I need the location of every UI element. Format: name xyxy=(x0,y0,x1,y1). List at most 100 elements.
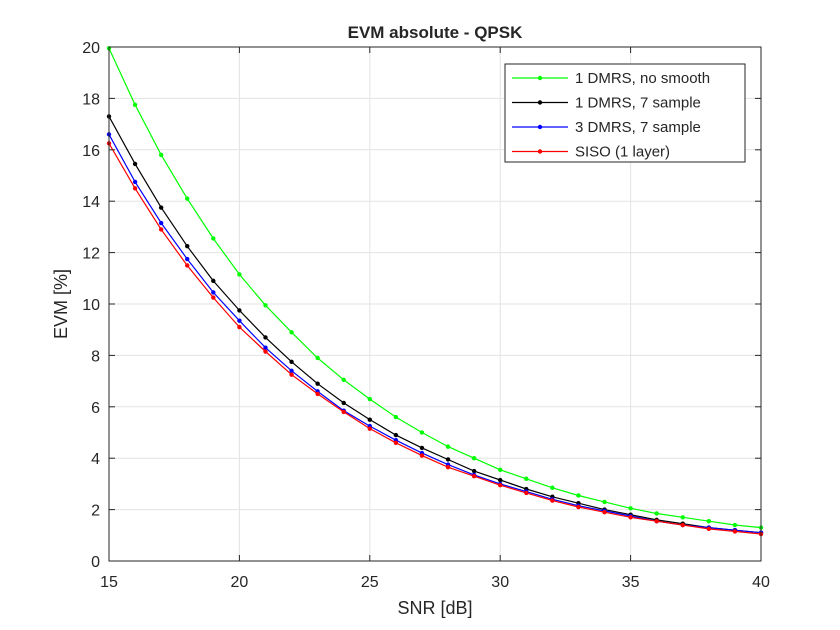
data-point xyxy=(237,318,242,323)
data-point xyxy=(498,477,503,483)
legend-marker xyxy=(537,100,543,105)
data-point xyxy=(654,518,659,524)
series-group xyxy=(106,141,764,537)
data-point xyxy=(471,456,477,461)
x-tick-label: 40 xyxy=(752,574,770,591)
data-point xyxy=(185,263,190,268)
data-point xyxy=(289,368,294,374)
data-point xyxy=(211,295,216,300)
series-line xyxy=(108,143,762,535)
data-point xyxy=(706,518,712,524)
data-point xyxy=(237,308,242,313)
y-tick-label: 6 xyxy=(91,400,100,417)
data-point xyxy=(158,220,164,226)
data-point xyxy=(498,467,503,472)
legend-entry: 3 DMRS, 7 sample xyxy=(512,119,701,136)
data-point xyxy=(680,515,685,520)
data-point xyxy=(185,243,190,249)
data-point xyxy=(315,381,320,386)
data-point xyxy=(550,485,555,490)
legend-marker xyxy=(537,149,543,154)
data-point xyxy=(602,499,607,505)
data-point xyxy=(524,476,529,481)
data-point xyxy=(263,335,268,340)
data-point xyxy=(393,414,399,420)
series-line xyxy=(108,116,762,534)
data-point xyxy=(732,522,738,528)
y-tick-label: 20 xyxy=(82,40,100,57)
y-tick-label: 16 xyxy=(82,143,100,160)
data-point xyxy=(132,186,138,191)
legend-entry: 1 DMRS, no smooth xyxy=(512,70,710,87)
data-point xyxy=(185,196,190,201)
data-point xyxy=(367,396,372,402)
legend-entry: 1 DMRS, 7 sample xyxy=(512,95,701,112)
data-point xyxy=(445,464,451,470)
series-line xyxy=(108,48,762,529)
y-tick-label: 12 xyxy=(82,246,100,263)
legend-marker xyxy=(537,75,543,81)
legend: 1 DMRS, no smooth 1 DMRS, 7 sample 3 DMRS,… xyxy=(504,63,746,163)
legend-label: 1 DMRS, no smooth xyxy=(575,70,710,87)
legend-entry: SISO (1 layer) xyxy=(512,144,670,161)
x-tick-labels: 15 20 25 30 35 40 xyxy=(100,574,770,591)
data-point xyxy=(158,205,164,210)
data-point xyxy=(367,426,372,431)
data-point xyxy=(393,432,399,438)
x-tick-label: 25 xyxy=(361,574,379,591)
data-point xyxy=(263,345,268,350)
data-series xyxy=(106,46,764,537)
data-point xyxy=(419,445,425,451)
data-point xyxy=(341,400,346,406)
x-tick-label: 30 xyxy=(491,574,509,591)
data-point xyxy=(289,372,294,377)
data-point xyxy=(158,227,164,232)
data-point xyxy=(185,256,190,262)
data-point xyxy=(654,511,659,516)
legend-box xyxy=(504,63,746,163)
y-tick-label: 8 xyxy=(91,348,100,365)
data-point xyxy=(132,102,138,108)
data-point xyxy=(732,529,738,534)
x-tick-label: 35 xyxy=(622,574,640,591)
y-tick-label: 10 xyxy=(82,297,100,314)
data-point xyxy=(706,526,712,532)
legend-label: 1 DMRS, 7 sample xyxy=(575,95,701,112)
data-point xyxy=(341,377,346,383)
axis-ticks xyxy=(108,46,762,562)
data-point xyxy=(393,440,399,445)
data-point xyxy=(158,152,164,158)
x-tick-label: 20 xyxy=(231,574,249,591)
legend-marker xyxy=(537,124,543,130)
data-point xyxy=(445,444,451,449)
data-point xyxy=(211,236,216,241)
data-point xyxy=(315,355,320,361)
data-point xyxy=(132,179,138,185)
data-point xyxy=(471,473,477,479)
data-point xyxy=(419,453,425,458)
data-point xyxy=(315,391,320,397)
y-tick-label: 2 xyxy=(91,503,100,520)
legend-label: 3 DMRS, 7 sample xyxy=(575,119,701,136)
legend-label: SISO (1 layer) xyxy=(575,144,670,161)
series-group xyxy=(106,46,764,530)
data-point xyxy=(237,324,242,330)
data-point xyxy=(341,409,346,415)
data-point xyxy=(680,522,685,528)
data-point xyxy=(498,482,503,488)
x-tick-label: 15 xyxy=(100,574,118,591)
data-point xyxy=(550,498,555,503)
data-point xyxy=(602,509,607,515)
data-point xyxy=(628,515,633,520)
data-point xyxy=(367,417,372,422)
data-point xyxy=(132,161,138,167)
data-point xyxy=(289,359,294,365)
y-tick-label: 18 xyxy=(82,91,100,108)
data-point xyxy=(576,493,581,498)
y-axis-label: EVM [%] xyxy=(51,269,71,339)
y-tick-label: 4 xyxy=(91,451,100,468)
y-tick-label: 14 xyxy=(82,194,100,211)
data-point xyxy=(419,430,425,435)
y-tick-labels: 0 2 4 6 8 10 12 14 16 18 20 xyxy=(82,40,100,571)
